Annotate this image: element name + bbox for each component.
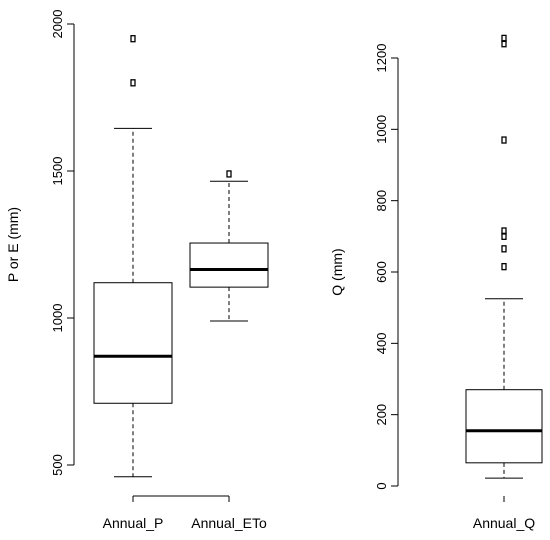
x-category-label: Annual_Q: [473, 515, 535, 531]
outlier-point: [501, 245, 507, 253]
y-axis-title: P or E (mm): [5, 207, 21, 282]
y-tick-label: 400: [374, 332, 389, 354]
y-tick-label: 600: [374, 261, 389, 283]
box-iqr: [189, 242, 269, 288]
box-iqr: [93, 282, 173, 404]
x-category-label: Annual_P: [103, 515, 164, 531]
y-tick-label: 1500: [50, 157, 65, 186]
y-tick-label: 800: [374, 190, 389, 212]
y-tick-label: 1200: [374, 44, 389, 73]
outlier-point: [501, 227, 507, 235]
outlier-point: [501, 232, 507, 240]
left-panel: 500 1000 1500 2000 P or E (mm) Annual_P Annual…: [5, 10, 269, 531]
outlier-point: [501, 40, 507, 48]
outlier-point: [130, 79, 136, 87]
box-Annual_P: [93, 35, 173, 478]
x-category-label: Annual_ETo: [191, 515, 267, 531]
box-Annual_ETo: [189, 170, 269, 322]
y-tick-label: 0: [374, 482, 389, 489]
outlier-point: [501, 34, 507, 43]
right-panel: 0 200 400 600 800 1000 1200 Q (mm) Annual_Q: [329, 34, 543, 531]
y-axis-title: Q (mm): [329, 248, 345, 295]
y-tick-label: 1000: [374, 115, 389, 144]
outlier-point: [226, 170, 232, 178]
box-Annual_Q: [465, 34, 543, 479]
outlier-point: [130, 35, 136, 43]
box-iqr: [465, 389, 543, 464]
y-tick-label: 2000: [50, 10, 65, 39]
outlier-point: [501, 136, 507, 144]
outlier-point: [501, 262, 507, 271]
y-tick-label: 200: [374, 404, 389, 426]
y-tick-label: 500: [50, 454, 65, 476]
y-tick-label: 1000: [50, 304, 65, 333]
